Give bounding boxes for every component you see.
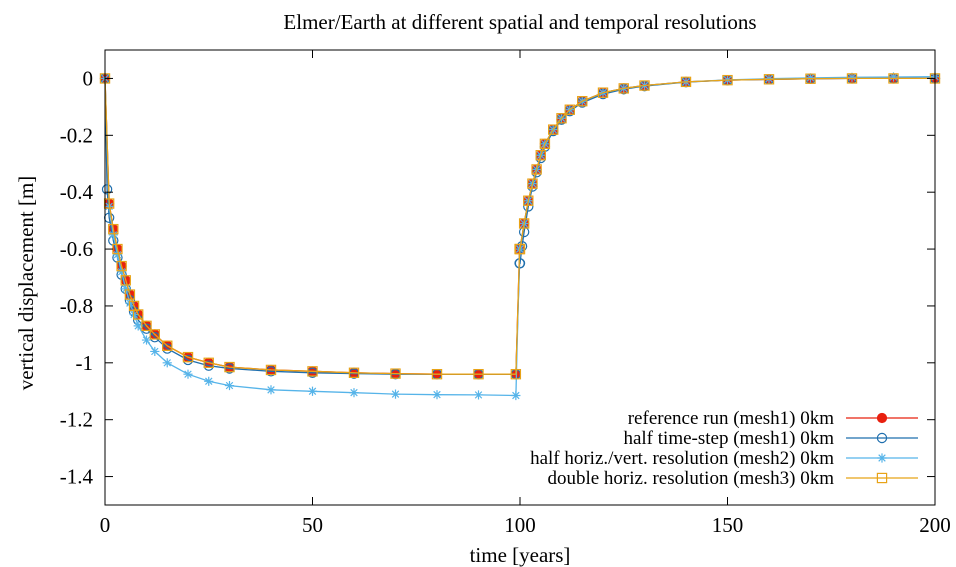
series-4 bbox=[99, 73, 941, 380]
data-point bbox=[224, 361, 235, 373]
data-point bbox=[116, 260, 127, 272]
data-point bbox=[847, 72, 857, 82]
legend-marker bbox=[876, 432, 888, 444]
data-point bbox=[846, 73, 858, 84]
data-point bbox=[527, 178, 538, 189]
data-point bbox=[680, 76, 692, 88]
data-point bbox=[183, 369, 193, 379]
data-point bbox=[133, 321, 143, 331]
data-point bbox=[564, 104, 576, 115]
data-point bbox=[348, 367, 360, 378]
data-point bbox=[112, 250, 123, 260]
legend-label: reference run (mesh1) 0km bbox=[628, 408, 834, 429]
x-axis-label: time [years] bbox=[470, 543, 571, 567]
data-point bbox=[888, 72, 899, 82]
data-point bbox=[182, 351, 194, 363]
data-point bbox=[390, 389, 401, 399]
data-point bbox=[531, 164, 542, 175]
data-point bbox=[577, 95, 588, 107]
series-line bbox=[104, 76, 936, 397]
data-point bbox=[473, 390, 484, 400]
series-3 bbox=[100, 72, 940, 401]
data-point bbox=[431, 368, 443, 380]
data-point bbox=[805, 73, 816, 83]
data-point bbox=[121, 284, 131, 294]
y-tick-label: -1 bbox=[76, 351, 94, 375]
data-point bbox=[763, 74, 775, 85]
y-tick-label: -0.4 bbox=[60, 180, 94, 204]
data-point bbox=[224, 380, 235, 391]
data-point bbox=[108, 223, 119, 235]
x-tick-label: 50 bbox=[302, 513, 323, 537]
data-point bbox=[432, 390, 442, 400]
data-point bbox=[722, 74, 733, 86]
plot-area bbox=[99, 72, 941, 401]
data-point bbox=[204, 376, 214, 386]
data-point bbox=[597, 87, 609, 98]
legend-label: half horiz./vert. resolution (mesh2) 0km bbox=[530, 448, 834, 469]
data-point bbox=[473, 368, 484, 380]
data-point bbox=[141, 320, 152, 332]
y-tick-label: -1.2 bbox=[60, 408, 93, 432]
data-point bbox=[108, 230, 118, 240]
data-point bbox=[307, 366, 318, 377]
x-tick-label: 100 bbox=[504, 513, 536, 537]
y-tick-label: -1.4 bbox=[60, 465, 94, 489]
data-point bbox=[203, 357, 214, 369]
data-point bbox=[349, 388, 359, 398]
series-line bbox=[104, 77, 935, 375]
y-tick-label: 0 bbox=[83, 66, 94, 90]
legend-marker bbox=[876, 472, 888, 484]
data-point bbox=[539, 138, 551, 150]
data-point bbox=[547, 124, 559, 135]
data-point bbox=[535, 150, 546, 161]
data-point bbox=[805, 73, 816, 84]
data-point bbox=[888, 73, 899, 84]
y-tick-label: -0.6 bbox=[60, 237, 93, 261]
chart-title: Elmer/Earth at different spatial and tem… bbox=[283, 10, 756, 34]
axis-ticks: 0 50 100 150 200 0 -0.2 -0.4 -0.6 -0.8 -1 -1.2 -1.4 bbox=[60, 50, 951, 537]
legend-label: double horiz. resolution (mesh3) 0km bbox=[547, 468, 834, 489]
data-point bbox=[120, 275, 131, 286]
data-point bbox=[141, 335, 152, 345]
data-point bbox=[510, 368, 522, 380]
y-tick-label: -0.2 bbox=[60, 123, 93, 147]
data-point bbox=[162, 358, 172, 368]
data-point bbox=[523, 195, 534, 206]
y-axis-label: vertical displacement [m] bbox=[14, 176, 38, 391]
x-tick-label: 150 bbox=[712, 513, 744, 537]
data-point bbox=[307, 386, 318, 396]
data-point bbox=[265, 364, 277, 376]
data-point bbox=[117, 267, 127, 277]
data-point bbox=[556, 113, 567, 124]
data-point bbox=[618, 83, 629, 94]
x-tick-label: 0 bbox=[100, 513, 111, 537]
data-point bbox=[150, 346, 160, 357]
data-point bbox=[639, 80, 650, 91]
data-point bbox=[390, 368, 401, 379]
data-point bbox=[266, 385, 276, 395]
data-point bbox=[149, 329, 160, 340]
data-point bbox=[133, 309, 144, 320]
legend-label: half time-step (mesh1) 0km bbox=[623, 428, 834, 449]
data-point bbox=[162, 340, 173, 351]
data-point bbox=[101, 184, 113, 195]
legend-marker bbox=[876, 412, 888, 424]
legend-marker bbox=[877, 453, 887, 463]
data-point bbox=[518, 218, 530, 229]
data-point bbox=[511, 390, 521, 401]
y-tick-label: -0.8 bbox=[60, 294, 93, 318]
x-tick-label: 200 bbox=[919, 513, 951, 537]
data-point bbox=[514, 243, 526, 255]
data-point bbox=[124, 289, 136, 300]
